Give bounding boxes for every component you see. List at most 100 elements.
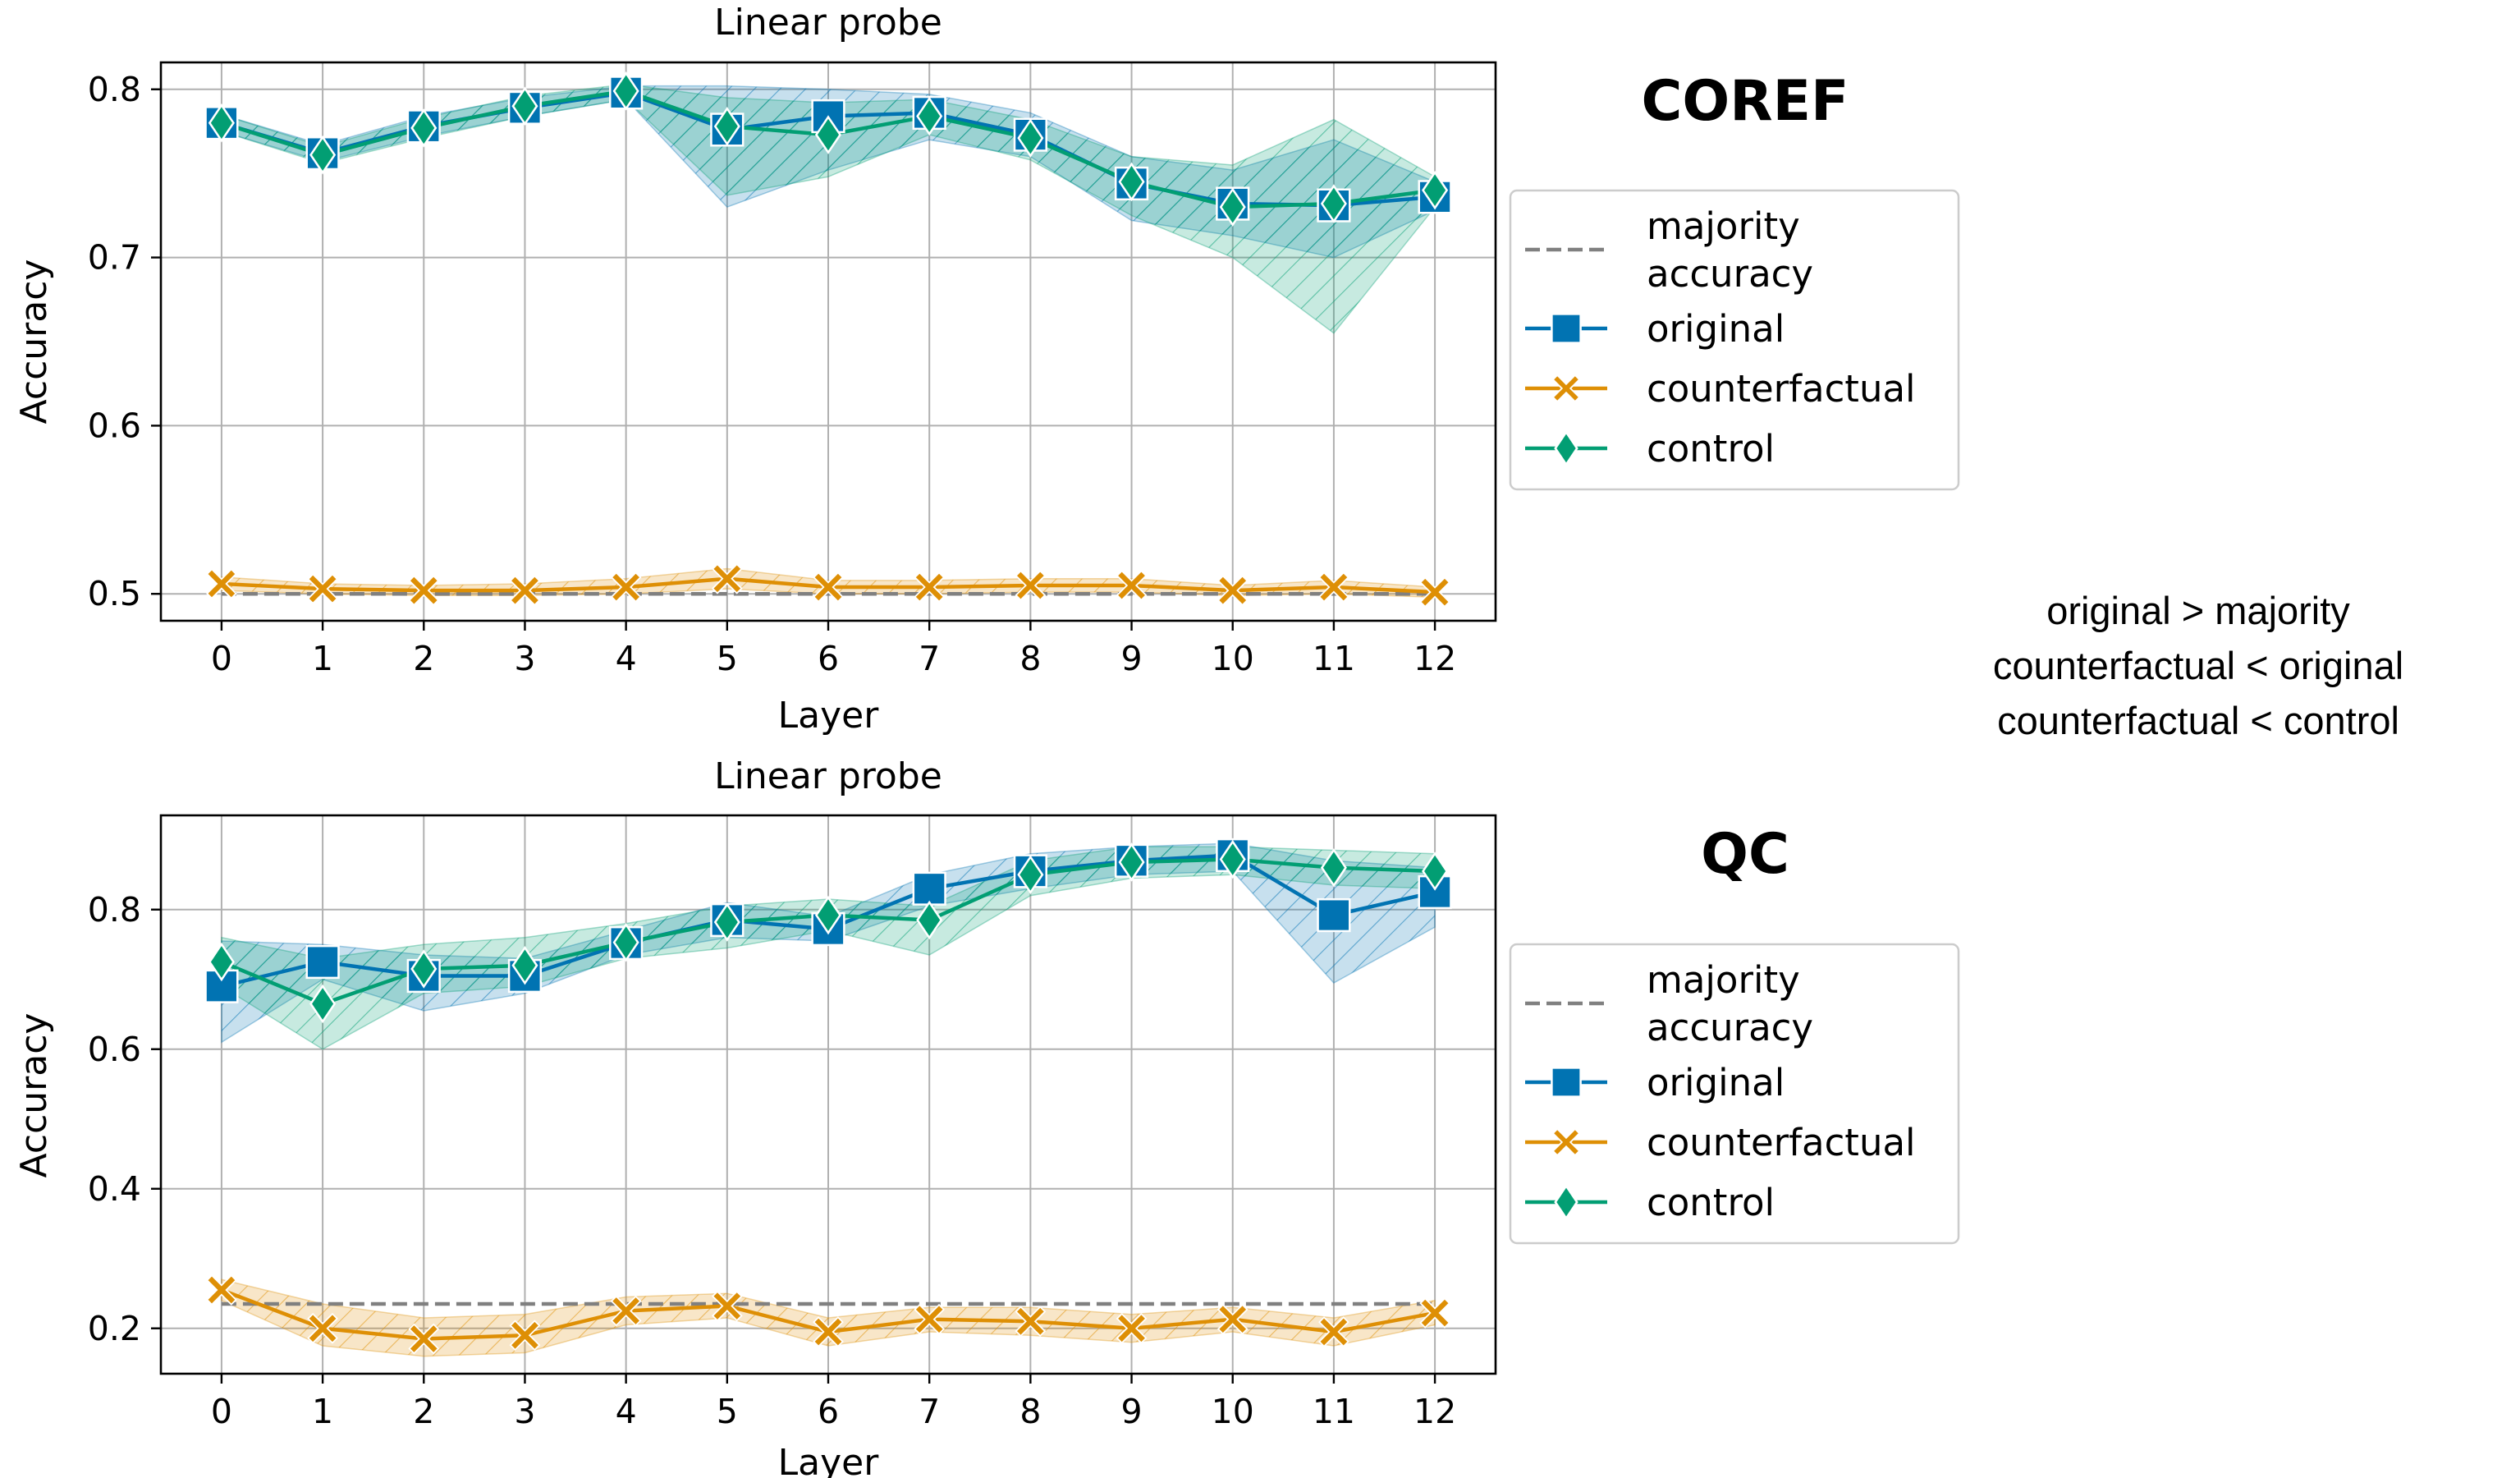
- x-tick-label: 4: [616, 1392, 637, 1431]
- x-axis-label: Layer: [778, 695, 880, 737]
- note-line: original > majority: [2046, 589, 2350, 632]
- data-point-original: [305, 944, 340, 980]
- x-tick-label: 1: [312, 639, 333, 678]
- data-point-control: [916, 96, 943, 136]
- x-tick-label: 7: [919, 1392, 940, 1431]
- x-tick-label: 8: [1019, 639, 1041, 678]
- data-point-control: [713, 902, 740, 942]
- data-point-control: [1422, 170, 1449, 210]
- legend-marker-original: [1551, 313, 1582, 344]
- y-tick-label: 0.6: [88, 1030, 141, 1069]
- x-tick-label: 4: [616, 639, 637, 678]
- x-tick-label: 3: [514, 1392, 535, 1431]
- data-point-counterfactual: [1419, 1297, 1450, 1329]
- data-point-original: [1317, 897, 1351, 933]
- y-tick-label: 0.8: [88, 70, 141, 109]
- data-point-counterfactual: [1318, 1316, 1349, 1347]
- x-tick-label: 9: [1120, 639, 1142, 678]
- data-point-counterfactual: [408, 1323, 440, 1355]
- comparison-note: original > majority counterfactual < ori…: [1993, 589, 2403, 742]
- x-tick-label: 11: [1313, 639, 1355, 678]
- data-point-original: [1418, 874, 1452, 910]
- data-point-counterfactual: [509, 575, 541, 607]
- data-point-counterfactual: [509, 1320, 541, 1352]
- legend-marker-original: [1551, 1067, 1582, 1098]
- legend-label-majority: majority: [1647, 958, 1800, 1002]
- x-tick-label: 12: [1413, 639, 1456, 678]
- legend-label-counterfactual: counterfactual: [1647, 367, 1916, 411]
- data-point-control: [1017, 118, 1044, 158]
- dataset-label-coref: COREF: [1642, 69, 1849, 134]
- data-point-control: [1422, 851, 1449, 891]
- note-line: counterfactual < original: [1993, 644, 2403, 687]
- data-point-counterfactual: [1015, 570, 1047, 601]
- data-point-control: [1320, 184, 1347, 223]
- data-point-counterfactual: [1419, 576, 1450, 608]
- data-point-counterfactual: [1116, 1312, 1148, 1344]
- data-point-control: [612, 71, 639, 111]
- x-tick-label: 8: [1019, 1392, 1041, 1431]
- data-point-control: [1118, 162, 1145, 202]
- data-point-counterfactual: [1015, 1306, 1047, 1338]
- series-markers-control: [208, 71, 1449, 227]
- data-point-control: [1017, 855, 1044, 895]
- x-tick-label: 0: [211, 639, 232, 678]
- x-tick-label: 1: [312, 1392, 333, 1431]
- data-point-counterfactual: [1318, 571, 1349, 603]
- x-tick-label: 9: [1120, 1392, 1142, 1431]
- data-point-control: [1219, 187, 1246, 227]
- data-point-counterfactual: [1116, 570, 1148, 601]
- series-markers-counterfactual: [206, 1274, 1450, 1355]
- x-tick-label: 10: [1212, 1392, 1254, 1431]
- data-point-control: [612, 922, 639, 962]
- data-point-counterfactual: [206, 1274, 237, 1306]
- legend-label-counterfactual: counterfactual: [1647, 1121, 1916, 1164]
- x-tick-label: 5: [717, 639, 738, 678]
- legend-marker-counterfactual: [1551, 1127, 1581, 1157]
- x-axis-label: Layer: [778, 1442, 880, 1478]
- data-point-counterfactual: [711, 562, 743, 594]
- dataset-label-qc: QC: [1701, 822, 1789, 887]
- x-tick-label: 2: [413, 639, 434, 678]
- chart-panel-coref: 0 1 2 3 4 5 6 7 8 9 10 11 120.50.60.70.8 Linear prob…: [13, 2, 1960, 737]
- data-point-control: [916, 900, 943, 940]
- y-tick-label: 0.6: [88, 406, 141, 445]
- series-markers-control: [208, 839, 1449, 1024]
- y-tick-label: 0.8: [88, 890, 141, 929]
- x-tick-label: 2: [413, 1392, 434, 1431]
- data-point-control: [309, 135, 337, 175]
- x-tick-label: 3: [514, 639, 535, 678]
- chart-panel-qc: 0 1 2 3 4 5 6 7 8 9 10 11 120.20.40.60.8 Linear prob…: [13, 755, 1960, 1478]
- data-point-counterfactual: [610, 1295, 642, 1327]
- data-point-counterfactual: [1216, 1303, 1249, 1335]
- data-point-counterfactual: [206, 568, 237, 599]
- y-tick-label: 0.7: [88, 238, 141, 278]
- y-tick-label: 0.5: [88, 574, 141, 613]
- data-point-counterfactual: [914, 571, 946, 603]
- chart-title: Linear probe: [714, 2, 942, 44]
- legend-label-majority: accuracy: [1647, 1006, 1813, 1049]
- x-tick-label: 0: [211, 1392, 232, 1431]
- x-tick-label: 6: [818, 1392, 839, 1431]
- data-point-counterfactual: [1216, 575, 1249, 607]
- data-point-control: [309, 984, 337, 1024]
- legend-marker-control: [1554, 1184, 1578, 1220]
- data-point-counterfactual: [610, 571, 642, 603]
- data-point-control: [713, 107, 740, 146]
- data-point-control: [511, 945, 538, 985]
- data-point-control: [1219, 839, 1246, 879]
- y-axis-label: Accuracy: [13, 1013, 55, 1178]
- series-markers-counterfactual: [206, 562, 1450, 608]
- legend-label-majority: majority: [1647, 204, 1800, 248]
- legend-box: [1509, 943, 1960, 1245]
- data-point-original: [912, 871, 946, 906]
- x-tick-label: 5: [717, 1392, 738, 1431]
- data-point-control: [511, 86, 538, 126]
- data-point-counterfactual: [307, 1312, 338, 1344]
- x-tick-label: 12: [1413, 1392, 1456, 1431]
- chart-title: Linear probe: [714, 755, 942, 797]
- x-tick-label: 7: [919, 639, 940, 678]
